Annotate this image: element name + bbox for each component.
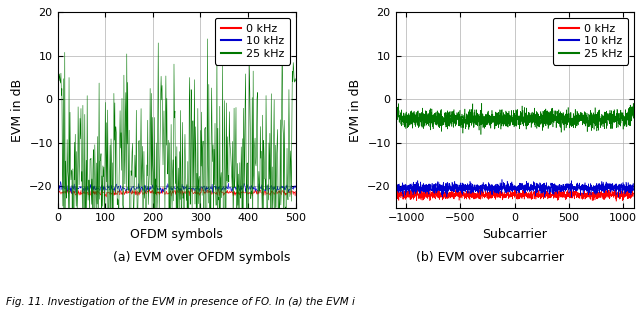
0 kHz — [392, 193, 399, 197]
10 kHz — [196, 188, 204, 192]
25 kHz — [167, 122, 175, 126]
0 kHz — [196, 190, 204, 194]
25 kHz — [250, 69, 257, 73]
25 kHz — [461, 113, 468, 117]
25 kHz — [169, 171, 177, 175]
25 kHz — [392, 105, 399, 109]
10 kHz — [392, 190, 399, 194]
10 kHz — [250, 185, 257, 189]
10 kHz — [567, 186, 575, 189]
10 kHz — [515, 186, 523, 190]
10 kHz — [483, 188, 490, 192]
25 kHz — [516, 123, 524, 127]
Line: 10 kHz: 10 kHz — [396, 179, 634, 197]
Line: 0 kHz: 0 kHz — [58, 187, 296, 197]
25 kHz — [196, 192, 204, 196]
0 kHz — [630, 194, 637, 198]
25 kHz — [511, 124, 518, 128]
X-axis label: OFDM symbols: OFDM symbols — [130, 228, 223, 241]
0 kHz — [184, 190, 191, 194]
10 kHz — [168, 188, 175, 192]
Line: 0 kHz: 0 kHz — [396, 186, 634, 201]
10 kHz — [292, 184, 300, 188]
Line: 25 kHz: 25 kHz — [396, 103, 634, 135]
Text: (b) EVM over subcarrier: (b) EVM over subcarrier — [415, 251, 564, 264]
25 kHz — [54, 94, 61, 98]
0 kHz — [483, 192, 491, 195]
10 kHz — [511, 185, 518, 188]
0 kHz — [479, 184, 486, 188]
0 kHz — [102, 195, 110, 199]
25 kHz — [278, 31, 286, 35]
Legend: 0 kHz, 10 kHz, 25 kHz: 0 kHz, 10 kHz, 25 kHz — [215, 18, 290, 64]
10 kHz — [56, 179, 64, 183]
25 kHz — [478, 101, 486, 105]
25 kHz — [292, 79, 300, 83]
0 kHz — [515, 196, 523, 200]
0 kHz — [159, 185, 167, 189]
0 kHz — [516, 190, 524, 194]
0 kHz — [169, 192, 177, 195]
10 kHz — [287, 185, 294, 189]
Text: (a) EVM over OFDM symbols: (a) EVM over OFDM symbols — [113, 251, 291, 264]
25 kHz — [483, 119, 491, 123]
Line: 10 kHz: 10 kHz — [58, 181, 296, 194]
25 kHz — [630, 106, 637, 110]
10 kHz — [461, 184, 468, 188]
0 kHz — [292, 189, 300, 193]
0 kHz — [168, 191, 175, 195]
10 kHz — [498, 178, 506, 181]
10 kHz — [516, 191, 524, 195]
10 kHz — [54, 185, 61, 188]
0 kHz — [567, 189, 575, 193]
X-axis label: Subcarrier: Subcarrier — [482, 228, 547, 241]
Y-axis label: EVM in dB: EVM in dB — [349, 78, 362, 142]
0 kHz — [250, 191, 257, 195]
Y-axis label: EVM in dB: EVM in dB — [11, 78, 24, 142]
10 kHz — [184, 188, 191, 191]
Line: 25 kHz: 25 kHz — [58, 33, 296, 301]
10 kHz — [630, 188, 637, 192]
10 kHz — [68, 192, 76, 196]
Legend: 0 kHz, 10 kHz, 25 kHz: 0 kHz, 10 kHz, 25 kHz — [553, 18, 628, 64]
10 kHz — [568, 195, 575, 199]
0 kHz — [612, 199, 620, 203]
25 kHz — [287, 160, 294, 163]
25 kHz — [183, 183, 191, 186]
25 kHz — [567, 112, 575, 116]
0 kHz — [54, 193, 61, 197]
25 kHz — [70, 299, 77, 303]
Text: Fig. 11. Investigation of the EVM in presence of FO. In (a) the EVM i: Fig. 11. Investigation of the EVM in pre… — [6, 297, 355, 307]
25 kHz — [515, 119, 523, 123]
0 kHz — [511, 196, 518, 199]
0 kHz — [461, 193, 468, 197]
0 kHz — [287, 193, 294, 197]
10 kHz — [169, 186, 177, 190]
25 kHz — [477, 133, 484, 136]
